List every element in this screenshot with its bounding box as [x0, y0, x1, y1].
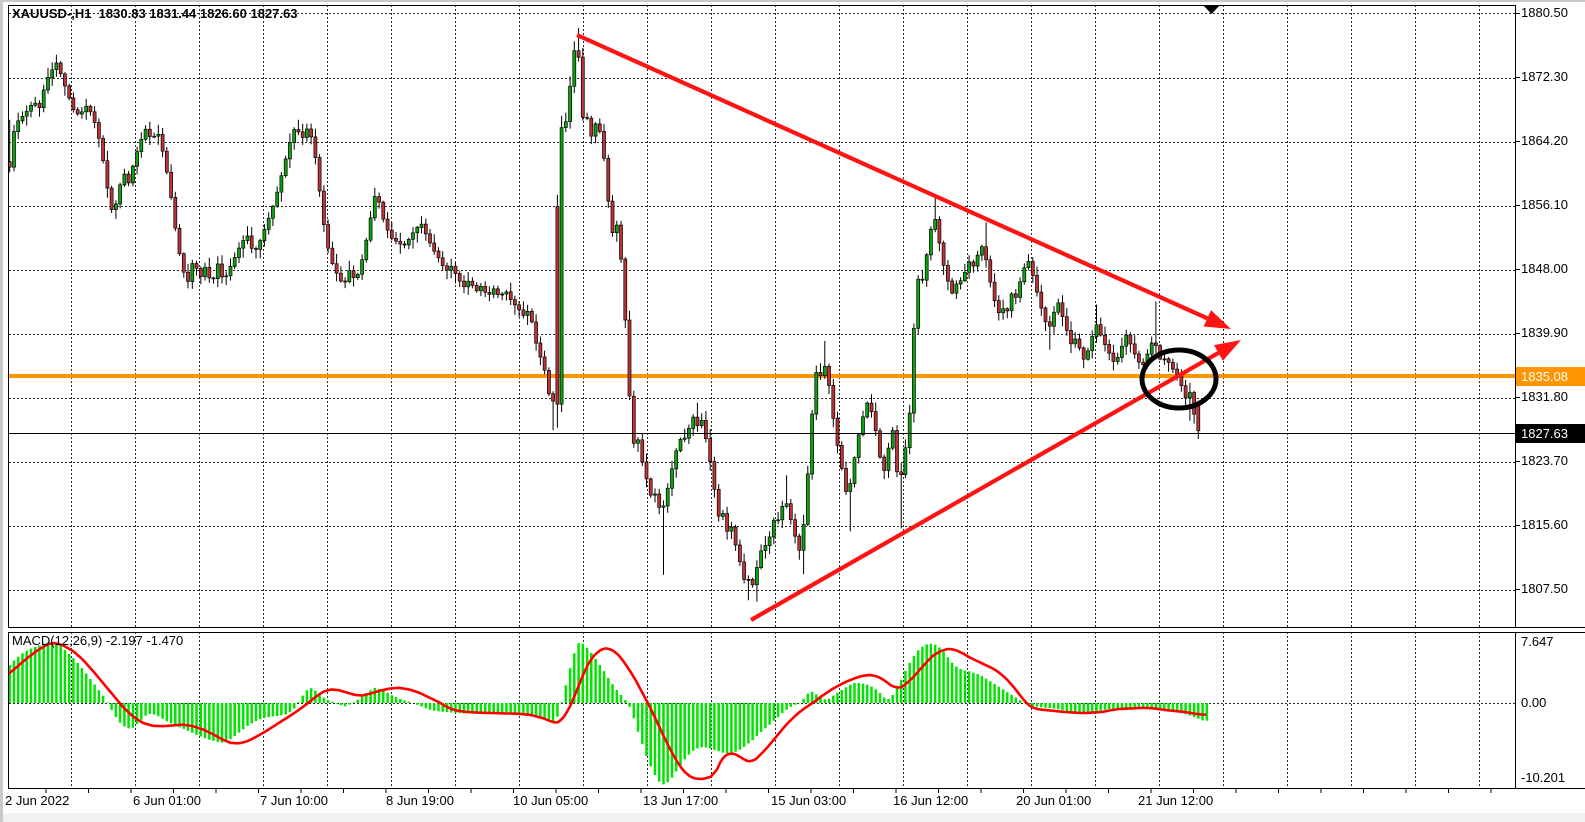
orange-level-price-badge: 1835.08 [1516, 367, 1585, 386]
scroll-marker-icon[interactable] [1203, 5, 1220, 14]
macd-tick-label: -10.201 [1521, 770, 1566, 785]
price-tick-label: 1872.30 [1521, 69, 1568, 84]
trendline-annotations[interactable] [576, 33, 1241, 622]
price-tick-label: 1839.90 [1521, 325, 1568, 340]
price-tick-label: 1807.50 [1521, 581, 1568, 596]
time-tick-label: 16 Jun 12:00 [893, 793, 969, 808]
time-tick-label: 21 Jun 12:00 [1138, 793, 1214, 808]
macd-indicator-label: MACD(12,26,9) -2.197 -1.470 [12, 633, 184, 648]
macd-histogram [9, 642, 1209, 785]
macd-signal-line [9, 641, 1207, 781]
time-tick-label: 10 Jun 05:00 [513, 793, 589, 808]
price-tick-label: 1864.20 [1521, 133, 1568, 148]
price-tick-label: 1815.60 [1521, 517, 1568, 532]
price-tick-label: 1880.50 [1521, 5, 1568, 20]
macd-tick-label: 7.647 [1521, 634, 1554, 649]
horizontal-level-line[interactable] [9, 374, 1515, 378]
price-tick-label: 1848.00 [1521, 261, 1568, 276]
time-tick-label: 15 Jun 03:00 [771, 793, 847, 808]
candlestick-series[interactable] [4, 28, 1201, 602]
time-tick-label: 13 Jun 17:00 [643, 793, 719, 808]
price-tick-label: 1823.70 [1521, 453, 1568, 468]
price-chart-canvas[interactable] [3, 2, 1585, 822]
ellipse-annotation[interactable] [1139, 347, 1219, 411]
panel-borders [8, 5, 1585, 793]
bid-price-badge: 1827.63 [1516, 424, 1585, 443]
grid [9, 5, 1515, 789]
time-tick-label: 8 Jun 19:00 [386, 793, 454, 808]
price-tick-label: 1831.80 [1521, 389, 1568, 404]
time-tick-label: 2 Jun 2022 [5, 793, 70, 808]
price-tick-label: 1856.10 [1521, 197, 1568, 212]
macd-tick-label: 0.00 [1521, 695, 1547, 710]
time-tick-label: 6 Jun 01:00 [133, 793, 201, 808]
window-bottom-strip [3, 813, 1585, 822]
symbol-ohlc-title: XAUUSD-,H1 1830.83 1831.44 1826.60 1827.… [12, 6, 298, 21]
time-tick-label: 20 Jun 01:00 [1016, 793, 1092, 808]
time-tick-label: 7 Jun 10:00 [260, 793, 328, 808]
